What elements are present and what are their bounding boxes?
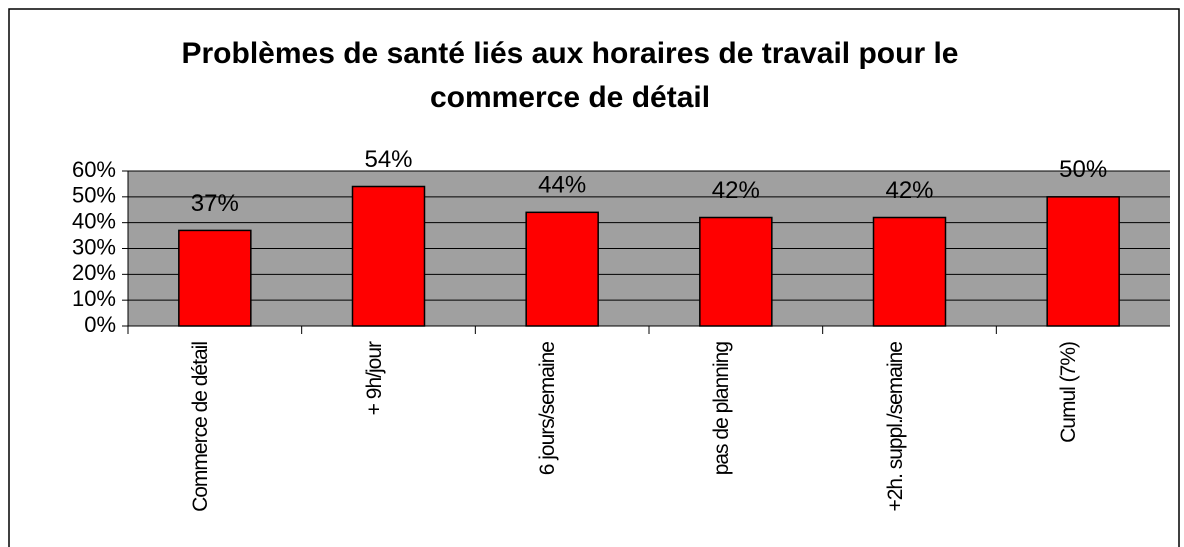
x-tick-label: 6 jours/semaine <box>536 342 560 476</box>
chart-border <box>8 8 1180 547</box>
y-tick-label: 10% <box>72 286 116 311</box>
bar <box>525 211 599 327</box>
y-tick-label: 40% <box>72 208 116 233</box>
bar <box>872 216 947 327</box>
x-tick-label: +2h. suppl./semaine <box>883 342 907 512</box>
bar <box>178 229 252 327</box>
bar <box>1046 196 1120 327</box>
data-label: 54% <box>364 146 412 173</box>
data-label: 50% <box>1059 156 1107 183</box>
x-tick-label: Commerce de détail <box>188 342 212 512</box>
chart-title: Problèmes de santé liés aux horaires de … <box>181 37 959 114</box>
x-tick-label: pas de planning <box>709 342 733 476</box>
y-tick-label: 0% <box>84 312 116 337</box>
y-tick-label: 30% <box>72 234 116 259</box>
x-tick-label: + 9h/jour <box>362 342 386 416</box>
data-label: 42% <box>885 177 933 204</box>
y-tick-label: 60% <box>72 157 116 182</box>
bar <box>699 216 773 327</box>
bar <box>351 185 426 327</box>
x-tick-label: Cumul (7%) <box>1057 342 1081 443</box>
data-label: 44% <box>538 172 586 199</box>
y-tick-label: 50% <box>72 183 116 208</box>
y-tick-label: 20% <box>72 260 116 285</box>
data-label: 42% <box>712 177 760 204</box>
data-label: 37% <box>191 190 239 217</box>
